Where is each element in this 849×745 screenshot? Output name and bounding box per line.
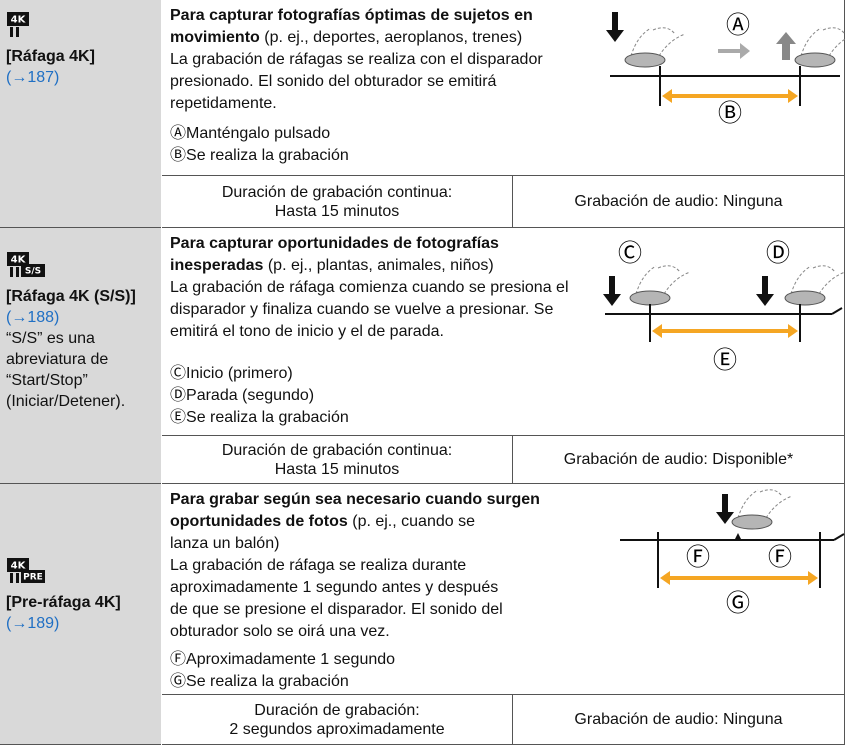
legend-text: Aproximadamente 1 segundo [186, 651, 396, 668]
body: La grabación de ráfaga se realiza durant… [170, 557, 503, 640]
legend-item: ⒷSe realiza la grabación [170, 145, 836, 167]
mode-name: [Ráfaga 4K] [6, 48, 95, 65]
description: Para grabar según sea necesario cuando s… [170, 489, 836, 643]
mode-name: [Pre-ráfaga 4K] [6, 594, 121, 611]
diagram-label: Ⓐ [726, 11, 750, 39]
diagram: Ⓕ Ⓕ Ⓖ [620, 489, 845, 617]
icon-sub: S/S [25, 267, 41, 277]
duration-value: Hasta 15 minutos [274, 202, 400, 220]
legend-mark: Ⓑ [170, 147, 187, 164]
duration-label: Duración de grabación: [254, 701, 420, 719]
mode-description: Para grabar según sea necesario cuando s… [162, 484, 845, 745]
diagram: Ⓐ Ⓑ [606, 11, 845, 124]
examples: (p. ej., cuando se lanza un balón) [170, 513, 475, 552]
heading: Para grabar según sea necesario cuando s… [170, 491, 540, 530]
body: La grabación de ráfaga comienza cuando s… [170, 279, 569, 340]
page-ref: (→187) [6, 69, 60, 86]
mode-name: [Ráfaga 4K (S/S)] [6, 288, 136, 305]
icon-text: 4K [11, 255, 27, 266]
mode-icon: 4K PRE [6, 556, 46, 584]
heading: Para capturar oportunidades de fotografí… [170, 235, 499, 274]
legend-text: Manténgalo pulsado [186, 125, 331, 142]
mode-description: Para capturar oportunidades de fotografí… [162, 228, 845, 484]
duration-label: Duración de grabación continua: [221, 183, 453, 201]
page-ref: (→188) [6, 309, 60, 326]
diagram-label: Ⓖ [726, 589, 750, 617]
icon-sub: PRE [23, 573, 43, 583]
duration-cell: Duración de grabación continua: Hasta 15 … [162, 436, 513, 483]
info-row: Duración de grabación: 2 segundos aproxim… [162, 694, 844, 744]
mode-icon: 4K [6, 10, 46, 38]
diagram: Ⓒ Ⓓ Ⓔ [603, 239, 845, 373]
examples: (p. ej., plantas, animales, niños) [267, 257, 494, 274]
diagram-label: Ⓔ [713, 346, 737, 373]
mode-icon: 4K S/S [6, 250, 46, 278]
legend-text: Se realiza la grabación [186, 147, 349, 164]
icon: 4K S/S [7, 252, 45, 277]
mode-cell: 4K PRE [Pre-ráfaga 4K] (→189) [0, 484, 161, 745]
diagram-label: Ⓒ [618, 239, 642, 267]
audio-cell: Grabación de audio: Ninguna [513, 695, 844, 744]
body: La grabación de ráfagas se realiza con e… [170, 51, 543, 112]
legend-item: ⒶManténgalo pulsado [170, 123, 836, 145]
legend-text: Parada (segundo) [186, 387, 315, 404]
diagram-label: Ⓑ [718, 99, 742, 124]
duration-label: Duración de grabación continua: [221, 441, 453, 459]
icon-text: 4K [11, 15, 27, 26]
legend-mark: Ⓖ [170, 673, 187, 690]
legend: ⒸInicio (primero) ⒹParada (segundo) ⒺSe re… [170, 363, 836, 429]
note: “S/S” es una abreviatura de “Start/Stop”… [6, 330, 126, 410]
examples: (p. ej., deportes, aeroplanos, trenes) [264, 29, 523, 46]
legend-item: ⒻAproximadamente 1 segundo [170, 649, 836, 671]
info-row: Duración de grabación continua: Hasta 15 … [162, 175, 844, 227]
legend-item: ⒸInicio (primero) [170, 363, 836, 385]
duration-cell: Duración de grabación continua: Hasta 15 … [162, 176, 513, 227]
legend-text: Se realiza la grabación [186, 409, 349, 426]
legend-mark: Ⓒ [170, 365, 187, 382]
legend-text: Inicio (primero) [186, 365, 293, 382]
description: Para capturar fotografías óptimas de suj… [170, 5, 836, 115]
description: Para capturar oportunidades de fotografí… [170, 233, 836, 343]
audio-cell: Grabación de audio: Ninguna [513, 176, 844, 227]
icon: 4K PRE [7, 558, 45, 583]
audio: Grabación de audio: Ninguna [574, 193, 783, 210]
content: Para capturar fotografías óptimas de suj… [162, 0, 844, 172]
legend-mark: Ⓐ [170, 125, 187, 142]
legend: ⒶManténgalo pulsado ⒷSe realiza la grabac… [170, 123, 836, 167]
legend-mark: Ⓓ [170, 387, 187, 404]
diagram-label: Ⓓ [766, 239, 790, 267]
legend-item: ⒹParada (segundo) [170, 385, 836, 407]
content: Para grabar según sea necesario cuando s… [162, 484, 844, 698]
audio: Grabación de audio: Disponible* [563, 451, 794, 468]
duration-value: Hasta 15 minutos [274, 460, 400, 478]
diagram-label: Ⓕ [686, 543, 710, 571]
content: Para capturar oportunidades de fotografí… [162, 228, 844, 434]
legend: ⒻAproximadamente 1 segundo ⒼSe realiza la… [170, 649, 836, 693]
mode-cell: 4K S/S [Ráfaga 4K (S/S)] (→188) “S/S” es un… [0, 228, 161, 484]
legend-item: ⒼSe realiza la grabación [170, 671, 836, 693]
duration-value: 2 segundos aproximadamente [229, 720, 445, 738]
legend-mark: Ⓕ [170, 651, 187, 668]
duration-cell: Duración de grabación: 2 segundos aproxim… [162, 695, 513, 744]
icon-text: 4K [11, 561, 27, 572]
mode-cell: 4K [Ráfaga 4K] (→187) [0, 0, 161, 228]
diagram-label: Ⓕ [768, 543, 792, 571]
icon: 4K [7, 12, 29, 37]
heading: Para capturar fotografías óptimas de suj… [170, 7, 533, 46]
audio-cell: Grabación de audio: Disponible* [513, 436, 844, 483]
legend-item: ⒺSe realiza la grabación [170, 407, 836, 429]
legend-text: Se realiza la grabación [186, 673, 349, 690]
audio: Grabación de audio: Ninguna [574, 711, 783, 728]
info-row: Duración de grabación continua: Hasta 15 … [162, 435, 844, 483]
legend-mark: Ⓔ [170, 409, 187, 426]
mode-description: Para capturar fotografías óptimas de suj… [162, 0, 845, 228]
page-ref: (→189) [6, 615, 60, 632]
